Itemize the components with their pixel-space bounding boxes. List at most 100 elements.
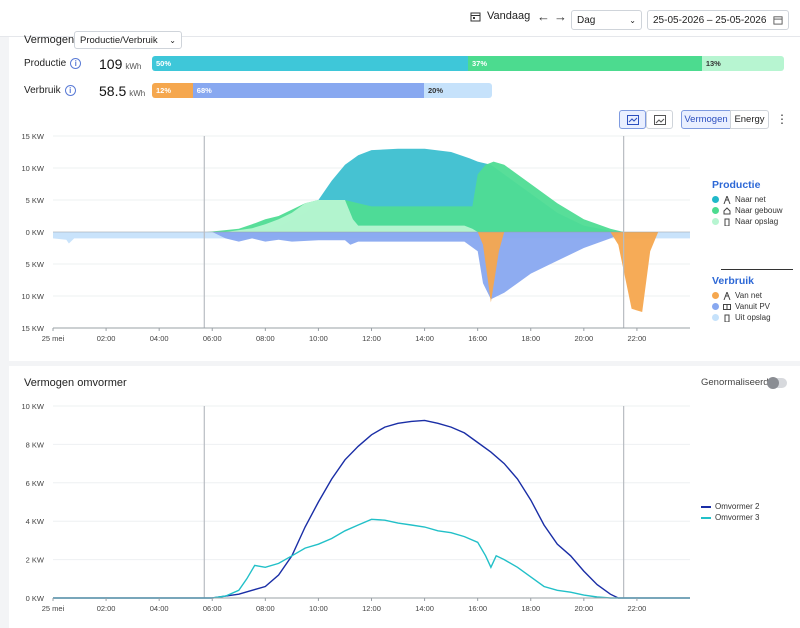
legend-label: Vanuit PV bbox=[735, 302, 770, 311]
vermogen-toggle[interactable]: Vermogen bbox=[681, 110, 731, 129]
x-tick-label: 18:00 bbox=[521, 334, 540, 343]
production-share-bar: 50% 37% 13% bbox=[152, 56, 784, 71]
period-select[interactable]: Dag ⌄ bbox=[571, 10, 642, 30]
info-icon[interactable]: i bbox=[64, 85, 76, 96]
mode-label: Vermogen bbox=[24, 34, 75, 46]
legend-item-uit-opslag[interactable]: Uit opslag bbox=[712, 313, 771, 322]
consumption-share-bar: 12% 68% 20% bbox=[152, 83, 492, 98]
production-value: 109 kWh bbox=[99, 56, 141, 72]
more-options-icon[interactable]: ⋮ bbox=[776, 112, 788, 126]
consumption-segment-2: 20% bbox=[423, 83, 492, 98]
x-tick-label: 25 mei bbox=[42, 604, 65, 613]
legend-item-naar-gebouw[interactable]: Naar gebouw bbox=[712, 206, 783, 215]
production-label: Productie bbox=[24, 58, 67, 69]
y-tick-label: 2 KW bbox=[26, 556, 45, 565]
x-tick-label: 14:00 bbox=[415, 334, 434, 343]
image-view-button[interactable] bbox=[646, 110, 673, 129]
production-segment-1: 37% bbox=[468, 56, 702, 71]
x-tick-label: 16:00 bbox=[468, 604, 487, 613]
calendar-icon bbox=[470, 12, 481, 21]
area-chart-view-button[interactable] bbox=[619, 110, 646, 129]
consumption-segment-1: 68% bbox=[192, 83, 424, 98]
legend-label: Omvormer 2 bbox=[715, 502, 760, 511]
area-chart-icon bbox=[626, 114, 639, 125]
legend-item-van-net[interactable]: Van net bbox=[712, 291, 762, 300]
x-tick-label: 22:00 bbox=[628, 334, 647, 343]
inverter-chart-title: Vermogen omvormer bbox=[24, 377, 127, 389]
today-button[interactable]: Vandaag bbox=[470, 10, 530, 22]
legend-item-naar-net[interactable]: Naar net bbox=[712, 195, 766, 204]
consumption-segment-0: 12% bbox=[152, 83, 193, 98]
y-tick-label: 15 KW bbox=[21, 324, 44, 333]
legend-item-omvormer-3[interactable]: Omvormer 3 bbox=[701, 513, 759, 522]
y-tick-label: 5 KW bbox=[26, 260, 45, 269]
production-consumption-card: Vermogen Productie/Verbruik ⌄ Productie … bbox=[9, 31, 800, 361]
energy-toggle[interactable]: Energy bbox=[730, 110, 769, 129]
y-tick-label: 0 KW bbox=[26, 594, 45, 603]
date-range-input[interactable]: 25-05-2026 – 25-05-2026 bbox=[647, 10, 789, 30]
house-icon bbox=[723, 206, 731, 214]
x-tick-label: 25 mei bbox=[42, 334, 65, 343]
series-line-omvormer-2 bbox=[53, 419, 690, 599]
image-icon bbox=[653, 114, 666, 125]
normalized-label: Genormaliseerd bbox=[701, 377, 769, 388]
production-segment-2: 13% bbox=[701, 56, 784, 71]
legend-swatch bbox=[712, 218, 719, 225]
mode-value: Productie/Verbruik bbox=[80, 34, 158, 46]
chevron-down-icon: ⌄ bbox=[629, 15, 636, 25]
series-area-naar-opslag bbox=[53, 200, 690, 232]
battery-icon bbox=[724, 218, 730, 226]
x-tick-label: 12:00 bbox=[362, 604, 381, 613]
legend-label: Naar net bbox=[735, 195, 766, 204]
mode-select[interactable]: Productie/Verbruik ⌄ bbox=[74, 31, 182, 49]
legend-swatch bbox=[712, 207, 719, 214]
y-tick-label: 15 KW bbox=[21, 132, 44, 141]
legend-swatch bbox=[712, 196, 719, 203]
legend-label: Uit opslag bbox=[735, 313, 771, 322]
series-area-vanuit-pv bbox=[53, 232, 690, 300]
battery-icon bbox=[724, 314, 730, 322]
y-tick-label: 5 KW bbox=[26, 196, 45, 205]
legend-item-vanuit-pv[interactable]: Vanuit PV bbox=[712, 302, 770, 311]
production-segment-0: 50% bbox=[152, 56, 468, 71]
x-tick-label: 04:00 bbox=[150, 604, 169, 613]
legend-production-title: Productie bbox=[712, 179, 761, 191]
y-tick-label: 10 KW bbox=[21, 164, 44, 173]
x-tick-label: 08:00 bbox=[256, 604, 275, 613]
info-icon[interactable]: i bbox=[70, 58, 82, 69]
grid-tower-icon bbox=[723, 291, 731, 300]
consumption-number: 58.5 bbox=[99, 83, 127, 99]
period-value: Dag bbox=[577, 14, 596, 26]
calendar-icon bbox=[773, 16, 783, 25]
inverter-power-card: Vermogen omvormer Genormaliseerd 10 KW 8 … bbox=[9, 366, 800, 628]
next-arrow-icon[interactable]: → bbox=[554, 9, 567, 24]
x-tick-label: 18:00 bbox=[521, 604, 540, 613]
x-tick-label: 16:00 bbox=[468, 334, 487, 343]
consumption-kpi-label: Verbruik i bbox=[24, 85, 76, 96]
x-tick-label: 06:00 bbox=[203, 604, 222, 613]
legend-swatch bbox=[712, 303, 719, 310]
x-tick-label: 02:00 bbox=[97, 604, 116, 613]
previous-arrow-icon[interactable]: ← bbox=[537, 9, 550, 24]
normalized-toggle[interactable] bbox=[767, 377, 787, 389]
x-tick-label: 06:00 bbox=[203, 334, 222, 343]
x-tick-label: 02:00 bbox=[97, 334, 116, 343]
legend-label: Naar opslag bbox=[735, 217, 779, 226]
solar-panel-icon bbox=[723, 303, 731, 310]
x-tick-label: 22:00 bbox=[628, 604, 647, 613]
legend-divider bbox=[721, 269, 793, 270]
production-kpi-label: Productie i bbox=[24, 58, 82, 69]
legend-item-naar-opslag[interactable]: Naar opslag bbox=[712, 217, 778, 226]
x-tick-label: 04:00 bbox=[150, 334, 169, 343]
series-area-van-net bbox=[53, 232, 690, 312]
legend-item-omvormer-2[interactable]: Omvormer 2 bbox=[701, 502, 759, 511]
today-label: Vandaag bbox=[487, 10, 531, 22]
y-tick-label: 8 KW bbox=[26, 440, 45, 449]
grid-tower-icon bbox=[723, 195, 731, 204]
top-toolbar: Vandaag ← → Dag ⌄ 25-05-2026 – 25-05-202… bbox=[0, 0, 800, 37]
legend-consumption-title: Verbruik bbox=[712, 275, 755, 287]
y-tick-label: 4 KW bbox=[26, 517, 45, 526]
toggle-knob bbox=[767, 377, 779, 389]
